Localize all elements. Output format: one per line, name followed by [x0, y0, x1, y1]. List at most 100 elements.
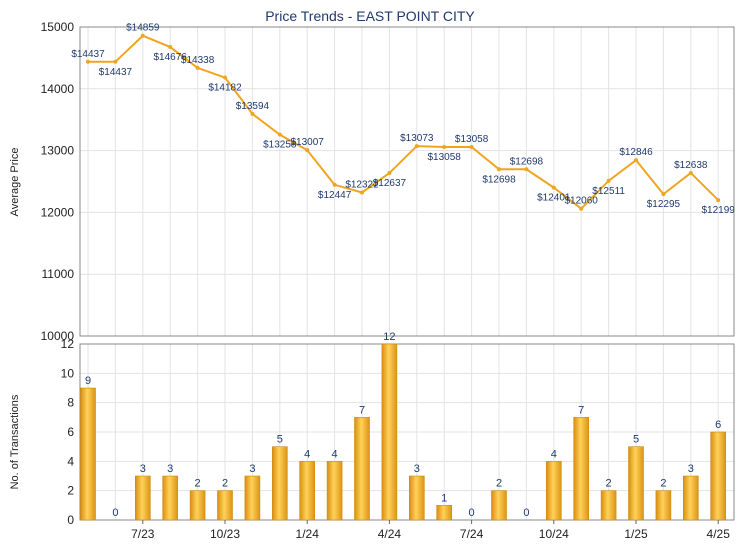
transactions-y-ticks: 0 2 4 6 8 10 12 — [61, 337, 75, 527]
price-y-tick: 15000 — [41, 20, 75, 34]
price-data-label: $14676 — [154, 52, 188, 63]
price-point — [551, 185, 556, 190]
price-data-label: $12322 — [345, 180, 379, 191]
price-labels: $14437 $14437 $14859 $14676$14338 $14182 $135… — [71, 23, 735, 216]
transaction-bar-label: 12 — [383, 331, 395, 343]
price-y-tick: 10000 — [41, 329, 75, 343]
transaction-bar — [217, 490, 233, 521]
x-tick-label: 4/25 — [707, 527, 731, 541]
transaction-bar — [135, 475, 151, 521]
price-point — [277, 132, 282, 137]
transaction-bar-label: 5 — [633, 434, 639, 446]
price-point — [497, 167, 501, 172]
x-tick-label: 10/24 — [539, 527, 569, 541]
transaction-bar — [436, 505, 453, 521]
price-point — [86, 59, 90, 64]
price-point — [250, 111, 255, 116]
price-data-label: $13058 — [428, 152, 462, 163]
price-point — [524, 167, 529, 172]
x-tick-label: 10/23 — [210, 527, 240, 541]
price-point — [113, 59, 118, 64]
price-data-label: $13258 — [263, 140, 297, 151]
transaction-bar — [408, 475, 425, 521]
price-data-label: $13058 — [455, 134, 489, 145]
transaction-bar — [354, 417, 370, 521]
price-y-tick: 11000 — [42, 267, 75, 281]
price-point — [305, 148, 310, 153]
transaction-bar-label: 1 — [441, 492, 447, 504]
price-point — [168, 45, 173, 50]
transactions-plot-frame — [79, 343, 735, 521]
transaction-bar — [655, 490, 672, 521]
transaction-bar — [600, 490, 617, 521]
transactions-y-axis-title: No. of Transactions — [9, 394, 21, 489]
price-points — [86, 33, 721, 211]
transaction-bar-label: 6 — [715, 419, 721, 431]
transaction-bar-label: 3 — [249, 463, 255, 475]
price-y-ticks: 10000 11000 12000 13000 14000 15000 — [41, 20, 75, 343]
price-data-label: $12401 — [537, 193, 571, 204]
transaction-bar — [326, 461, 343, 521]
transactions-y-tick: 6 — [67, 425, 74, 439]
transaction-bar — [682, 475, 699, 521]
price-data-label: $14437 — [99, 67, 133, 78]
price-data-label: $13594 — [236, 101, 270, 112]
transaction-bar-label: 2 — [660, 478, 666, 490]
transaction-bar-label: 0 — [112, 507, 118, 519]
x-tick-label: 7/24 — [460, 527, 484, 541]
transaction-bars — [80, 343, 727, 521]
price-y-tick: 12000 — [41, 205, 75, 219]
transaction-bar-label: 2 — [222, 478, 228, 490]
transaction-bar — [491, 490, 507, 521]
transaction-bar-labels: 9 0 3 3 2 2 3 5 4 4 7 12 3 1 0 2 0 4 7 2 5 2 3 6 — [85, 331, 721, 519]
price-data-label: $12199 — [702, 205, 736, 216]
price-point — [634, 158, 638, 163]
price-data-label: $12846 — [619, 147, 653, 158]
price-point — [661, 192, 666, 197]
price-data-label: $12698 — [510, 156, 544, 167]
price-data-label: $13007 — [291, 137, 325, 148]
price-data-label: $12638 — [674, 160, 708, 171]
transaction-bar-label: 4 — [551, 448, 557, 460]
x-tick-label: 1/25 — [624, 527, 648, 541]
transaction-bar-label: 2 — [496, 478, 502, 490]
chart-title: Price Trends - EAST POINT CITY — [265, 8, 475, 24]
transaction-bar — [628, 446, 644, 521]
transactions-y-tick: 12 — [61, 337, 75, 351]
price-point — [140, 33, 145, 38]
x-tick-label: 4/24 — [378, 527, 402, 541]
price-data-label: $14437 — [71, 49, 105, 60]
x-tick-label: 7/23 — [131, 527, 155, 541]
transaction-bar-label: 7 — [578, 404, 584, 416]
price-y-axis-title: Average Price — [9, 148, 21, 217]
transaction-bar-label: 5 — [277, 434, 283, 446]
price-point — [414, 144, 419, 149]
price-data-label: $12060 — [565, 196, 599, 207]
transaction-bar-label: 7 — [359, 404, 365, 416]
price-plot-frame — [79, 26, 735, 337]
price-data-label: $12447 — [318, 190, 352, 201]
transactions-y-tick: 0 — [67, 513, 74, 527]
transaction-bar — [710, 431, 727, 521]
price-point — [442, 145, 447, 150]
transaction-bar-label: 0 — [469, 507, 475, 519]
transaction-bar — [80, 387, 96, 521]
price-point — [387, 171, 392, 176]
price-data-label: $12295 — [647, 199, 681, 210]
transaction-bar-label: 3 — [140, 463, 146, 475]
transaction-bar — [545, 461, 562, 521]
price-point — [195, 65, 200, 70]
transaction-bar-label: 4 — [332, 448, 338, 460]
price-data-label: $12637 — [373, 178, 407, 189]
price-data-label: $14859 — [126, 23, 160, 34]
x-tick-label: 1/24 — [296, 527, 320, 541]
price-data-label: $12698 — [482, 174, 516, 185]
transaction-bar-label: 2 — [606, 478, 612, 490]
price-data-label: $14338 — [181, 55, 215, 66]
transactions-y-tick: 10 — [61, 366, 75, 380]
price-data-label: $13073 — [400, 133, 434, 144]
transaction-bar — [381, 343, 398, 521]
price-point — [579, 206, 584, 211]
transaction-bar — [244, 475, 261, 521]
